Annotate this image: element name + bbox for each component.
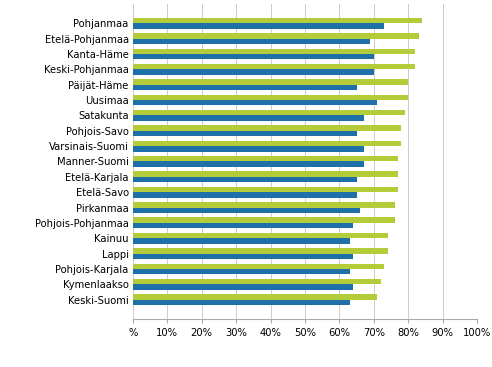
Bar xyxy=(133,110,405,116)
Bar xyxy=(133,146,364,152)
Bar xyxy=(133,264,384,269)
Bar xyxy=(133,202,395,207)
Bar xyxy=(133,187,398,192)
Bar xyxy=(133,79,408,85)
Bar xyxy=(133,116,364,121)
Bar xyxy=(133,177,357,182)
Bar xyxy=(133,269,350,274)
Bar xyxy=(133,207,360,213)
Bar xyxy=(133,156,398,161)
Bar xyxy=(133,54,374,59)
Bar xyxy=(133,192,357,197)
Bar xyxy=(133,95,408,100)
Bar xyxy=(133,223,353,228)
Bar xyxy=(133,100,377,105)
Bar xyxy=(133,23,384,29)
Bar xyxy=(133,299,350,305)
Bar xyxy=(133,284,353,290)
Bar xyxy=(133,218,395,223)
Bar xyxy=(133,49,415,54)
Bar xyxy=(133,64,415,69)
Bar xyxy=(133,33,419,39)
Bar xyxy=(133,279,381,284)
Bar xyxy=(133,233,388,238)
Bar xyxy=(133,248,388,254)
Bar xyxy=(133,141,401,146)
Bar xyxy=(133,69,374,75)
Bar xyxy=(133,18,422,23)
Bar xyxy=(133,131,357,136)
Bar xyxy=(133,294,377,299)
Bar xyxy=(133,254,353,259)
Bar xyxy=(133,171,398,177)
Bar xyxy=(133,238,350,244)
Bar xyxy=(133,161,364,167)
Bar xyxy=(133,85,357,90)
Bar xyxy=(133,39,370,44)
Bar xyxy=(133,126,401,131)
